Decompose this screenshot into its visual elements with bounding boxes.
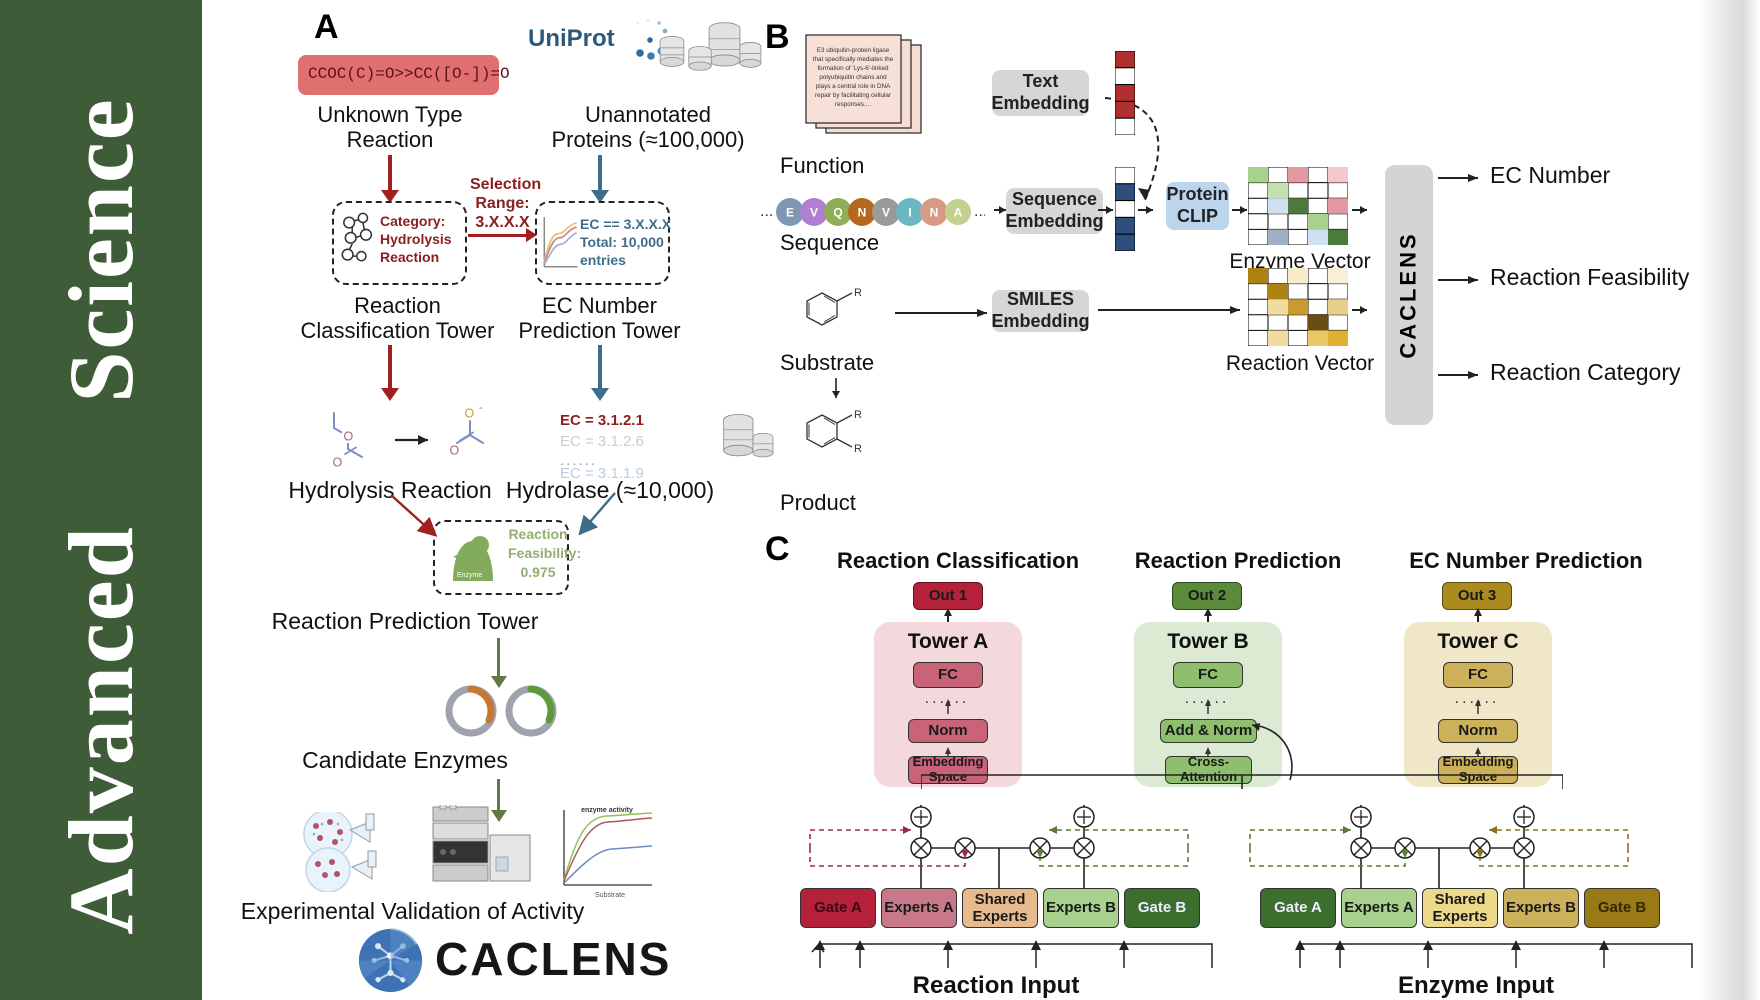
- svg-text:...: ...: [974, 203, 985, 220]
- svg-text:that specifically mediates the: that specifically mediates the: [813, 56, 894, 63]
- svg-text:N: N: [858, 206, 867, 220]
- svg-text:N: N: [930, 206, 939, 220]
- svg-text:-: -: [479, 405, 483, 414]
- svg-text:E3 ubiquitin-protein ligase: E3 ubiquitin-protein ligase: [817, 47, 890, 54]
- svg-text:A: A: [954, 206, 963, 220]
- svg-text:UniProt: UniProt: [528, 25, 615, 52]
- svg-text:R: R: [854, 443, 862, 455]
- svg-text:formation of 'Lys-6'-linked: formation of 'Lys-6'-linked: [817, 65, 889, 72]
- svg-text:R: R: [854, 410, 862, 421]
- svg-text:O: O: [333, 456, 343, 470]
- svg-text:V: V: [810, 206, 818, 220]
- svg-text:enzyme activity: enzyme activity: [581, 807, 633, 814]
- svg-text:V: V: [882, 206, 890, 220]
- svg-text:I: I: [908, 206, 911, 220]
- svg-text:polyubiquitin chains and: polyubiquitin chains and: [819, 74, 887, 81]
- svg-text:Q: Q: [833, 206, 842, 220]
- svg-text:...: ...: [760, 203, 773, 220]
- svg-text:O: O: [344, 430, 354, 444]
- svg-text:responses....: responses....: [835, 101, 871, 108]
- svg-text:plays a central role in DNA: plays a central role in DNA: [816, 83, 891, 90]
- svg-text:E: E: [786, 206, 794, 220]
- svg-text:repair by facilitating cellula: repair by facilitating cellular: [815, 92, 891, 99]
- svg-text:O: O: [450, 444, 460, 458]
- svg-text:Enzyme: Enzyme: [457, 572, 482, 579]
- svg-text:R: R: [854, 288, 862, 299]
- svg-text:O: O: [465, 407, 475, 421]
